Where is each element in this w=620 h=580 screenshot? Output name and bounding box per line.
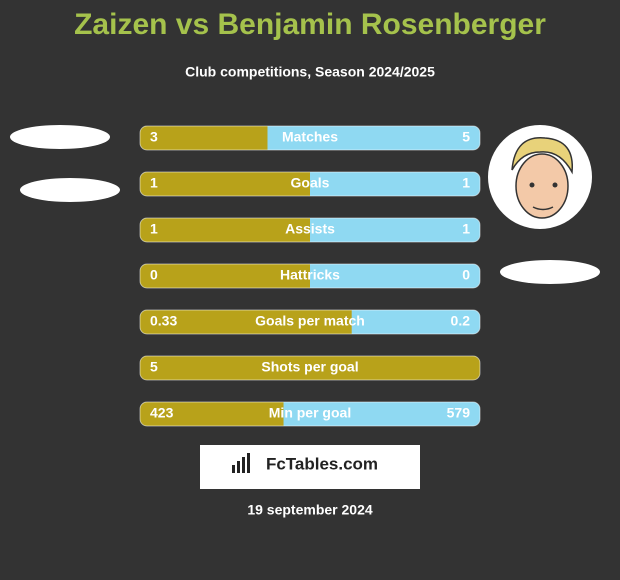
- bar-left: [140, 356, 480, 380]
- left-badge: [20, 178, 120, 202]
- bar-left: [140, 126, 268, 150]
- logo-text: FcTables.com: [266, 454, 378, 473]
- row-label: Goals per match: [255, 313, 365, 329]
- bar-left: [140, 402, 284, 426]
- title: Zaizen vs Benjamin Rosenberger: [74, 8, 546, 41]
- row-label: Assists: [285, 221, 335, 237]
- row-label: Hattricks: [280, 267, 340, 283]
- right-value: 1: [462, 175, 470, 191]
- bar-left: [140, 218, 310, 242]
- left-value: 423: [150, 405, 174, 421]
- logo-box: [200, 445, 420, 489]
- row-label: Goals: [291, 175, 330, 191]
- left-value: 0.33: [150, 313, 177, 329]
- bar-outline: [139, 401, 481, 427]
- bar-left: [140, 264, 310, 288]
- bar-outline: [139, 217, 481, 243]
- right-value: 5: [462, 129, 470, 145]
- bar-left: [140, 172, 310, 196]
- left-badge: [10, 125, 110, 149]
- right-badge: [500, 260, 600, 284]
- right-value: 579: [447, 405, 471, 421]
- left-value: 3: [150, 129, 158, 145]
- player-avatar: [488, 125, 592, 229]
- date: 19 september 2024: [247, 502, 373, 518]
- left-value: 1: [150, 221, 158, 237]
- left-value: 0: [150, 267, 158, 283]
- row-label: Matches: [282, 129, 338, 145]
- left-value: 5: [150, 359, 158, 375]
- bar-outline: [139, 309, 481, 335]
- bar-outline: [139, 355, 481, 381]
- left-value: 1: [150, 175, 158, 191]
- bar-left: [140, 310, 352, 334]
- bar-outline: [139, 171, 481, 197]
- bar-outline: [139, 125, 481, 151]
- bar-outline: [139, 263, 481, 289]
- right-value: 1: [462, 221, 470, 237]
- row-label: Shots per goal: [261, 359, 358, 375]
- subtitle: Club competitions, Season 2024/2025: [185, 64, 435, 80]
- right-value: 0.2: [451, 313, 471, 329]
- right-value: 0: [462, 267, 470, 283]
- logo-icon: [232, 453, 250, 473]
- row-label: Min per goal: [269, 405, 351, 421]
